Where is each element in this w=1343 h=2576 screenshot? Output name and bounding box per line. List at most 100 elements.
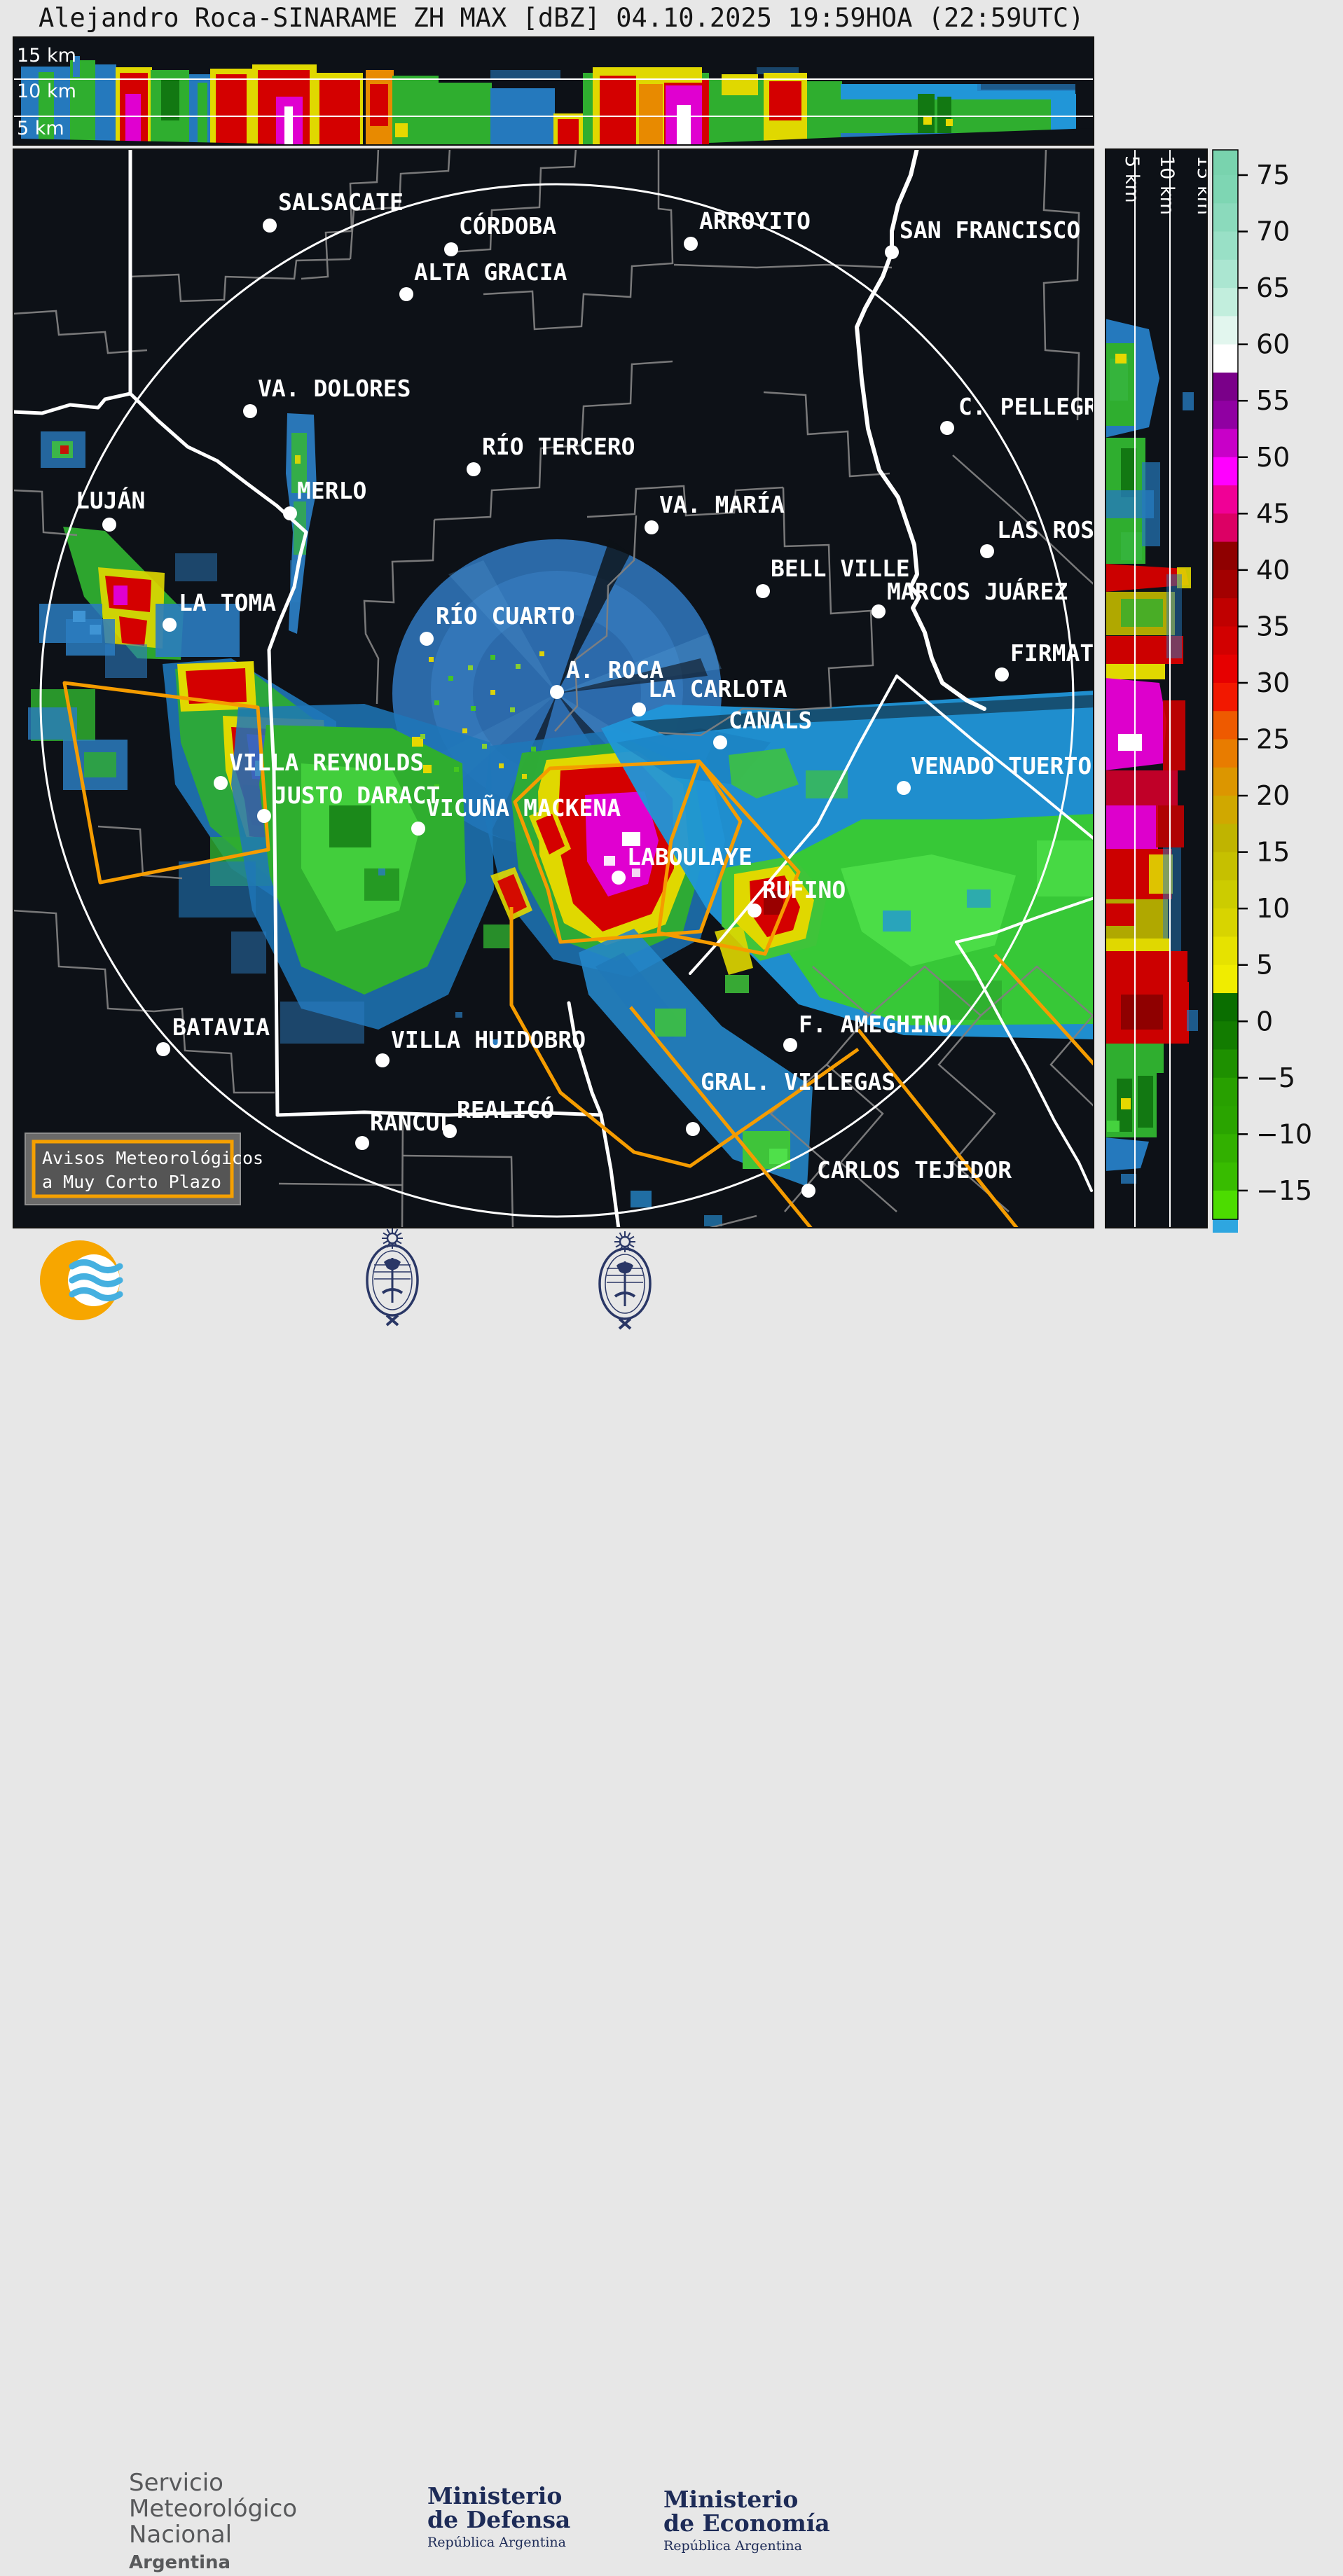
warning-box-border xyxy=(32,1140,234,1198)
radar-echo xyxy=(725,975,749,993)
altitude-label: 15 km xyxy=(1193,155,1206,215)
city-dot xyxy=(713,735,727,749)
radar-echo xyxy=(295,455,301,464)
colorbar-tick-label: 40 xyxy=(1256,555,1290,586)
radar-echo xyxy=(806,770,848,798)
county-boundary xyxy=(301,150,380,280)
right-echo-band xyxy=(1121,995,1163,1030)
province-boundary xyxy=(14,392,132,415)
city-dot xyxy=(263,219,277,233)
city-label: C. PELLEGRINI xyxy=(958,393,1093,420)
ministerio-economia-crest-part xyxy=(627,1232,631,1238)
province-boundary xyxy=(128,392,308,1117)
colorbar-tick-label: −15 xyxy=(1256,1175,1312,1206)
warning-polygon xyxy=(62,681,270,885)
province-boundary xyxy=(855,150,986,711)
radar-echo xyxy=(455,1012,462,1018)
ministerio-defensa-crest-part xyxy=(372,1250,413,1310)
right-echo-band xyxy=(1163,700,1185,770)
radar-echo xyxy=(179,861,256,917)
city-label: VA. DOLORES xyxy=(258,375,411,402)
right-echo-band xyxy=(1106,1137,1149,1171)
smn-line2: Meteorológico xyxy=(129,2495,298,2523)
county-boundary xyxy=(782,487,874,712)
city-dot xyxy=(399,287,413,301)
county-boundary xyxy=(658,707,787,737)
county-boundary xyxy=(586,485,784,518)
city-dot xyxy=(376,1053,390,1067)
top-echo-bar xyxy=(807,81,842,144)
colorbar-segment xyxy=(1213,880,1238,909)
colorbar-segment xyxy=(1213,936,1238,966)
radar-echo xyxy=(536,814,565,854)
city-label: VILLA REYNOLDS xyxy=(229,749,424,776)
ministerio-defensa-crest-part xyxy=(397,1240,402,1245)
top-echo-bar xyxy=(284,106,293,144)
radar-echo xyxy=(497,874,527,915)
city-label: F. AMEGHINO xyxy=(799,1011,952,1038)
defensa-line3: República Argentina xyxy=(427,2535,566,2550)
echo-speckle xyxy=(434,784,439,789)
radar-echo xyxy=(329,805,371,847)
radar-echo xyxy=(557,658,708,693)
echo-speckle xyxy=(499,763,504,768)
colorbar-segment xyxy=(1213,964,1238,994)
right-echo-band xyxy=(1183,392,1194,410)
right-echo-band xyxy=(1121,1098,1131,1109)
radar-echo xyxy=(967,889,991,908)
radar-echo xyxy=(883,910,911,932)
economia-line3: República Argentina xyxy=(663,2538,802,2554)
echo-speckle xyxy=(531,747,536,752)
radar-echo xyxy=(412,737,423,747)
city-dot xyxy=(243,404,257,418)
county-boundary xyxy=(763,391,890,478)
warning-box-line1: Avisos Meteorológicos xyxy=(42,1148,263,1168)
colorbar-tick-label: 50 xyxy=(1256,442,1290,473)
radar-echo xyxy=(729,748,799,798)
city-dot xyxy=(756,584,770,598)
echo-speckle xyxy=(429,657,434,662)
radar-echo xyxy=(60,445,69,454)
city-label: MARCOS JUÁREZ xyxy=(887,577,1068,605)
city-label: JUSTO DARACT xyxy=(273,782,440,809)
city-label: RÍO CUARTO xyxy=(436,602,575,630)
radar-echo xyxy=(175,553,217,581)
county-boundary xyxy=(1042,150,1080,421)
county-boundary xyxy=(868,965,1010,1212)
colorbar-segment xyxy=(1213,654,1238,684)
top-echo-bar xyxy=(39,72,54,144)
ministerio-defensa-crest-part xyxy=(386,1228,390,1234)
county-boundary xyxy=(97,825,183,880)
city-dot xyxy=(872,604,886,618)
city-dot xyxy=(612,871,626,885)
city-label: BELL VILLE xyxy=(771,555,910,582)
county-boundary xyxy=(349,150,451,260)
top-echo-bar xyxy=(161,78,179,120)
right-echo-band xyxy=(1163,847,1181,953)
warning-polygon xyxy=(513,759,743,944)
colorbar-segment xyxy=(1213,175,1238,204)
top-echo-bar xyxy=(73,56,80,77)
ministerio-economia-crest xyxy=(598,1231,652,1330)
right-echo-band xyxy=(1142,462,1160,546)
right-echo-band xyxy=(1121,532,1142,560)
city-dot xyxy=(645,520,659,534)
city-dot xyxy=(783,1038,797,1052)
top-echo-bar xyxy=(722,74,758,95)
right-echo-band xyxy=(1121,599,1163,627)
ministerio-economia-crest-part xyxy=(617,1262,633,1274)
smn-logo-wave xyxy=(69,1259,123,1273)
city-label: FIRMAT xyxy=(1010,639,1093,667)
city-dot xyxy=(283,506,297,520)
ministerio-economia-crest-part xyxy=(618,1317,632,1330)
top-echo-bar xyxy=(216,74,247,144)
top-echo-bar xyxy=(95,64,116,144)
county-boundary xyxy=(363,519,436,705)
top-under-echo-wedge xyxy=(709,128,1093,144)
altitude-label: 10 km xyxy=(1156,155,1178,215)
colorbar-segment xyxy=(1213,401,1238,430)
city-dot xyxy=(467,462,481,476)
city-dot xyxy=(420,632,434,646)
echo-speckle xyxy=(522,774,527,779)
